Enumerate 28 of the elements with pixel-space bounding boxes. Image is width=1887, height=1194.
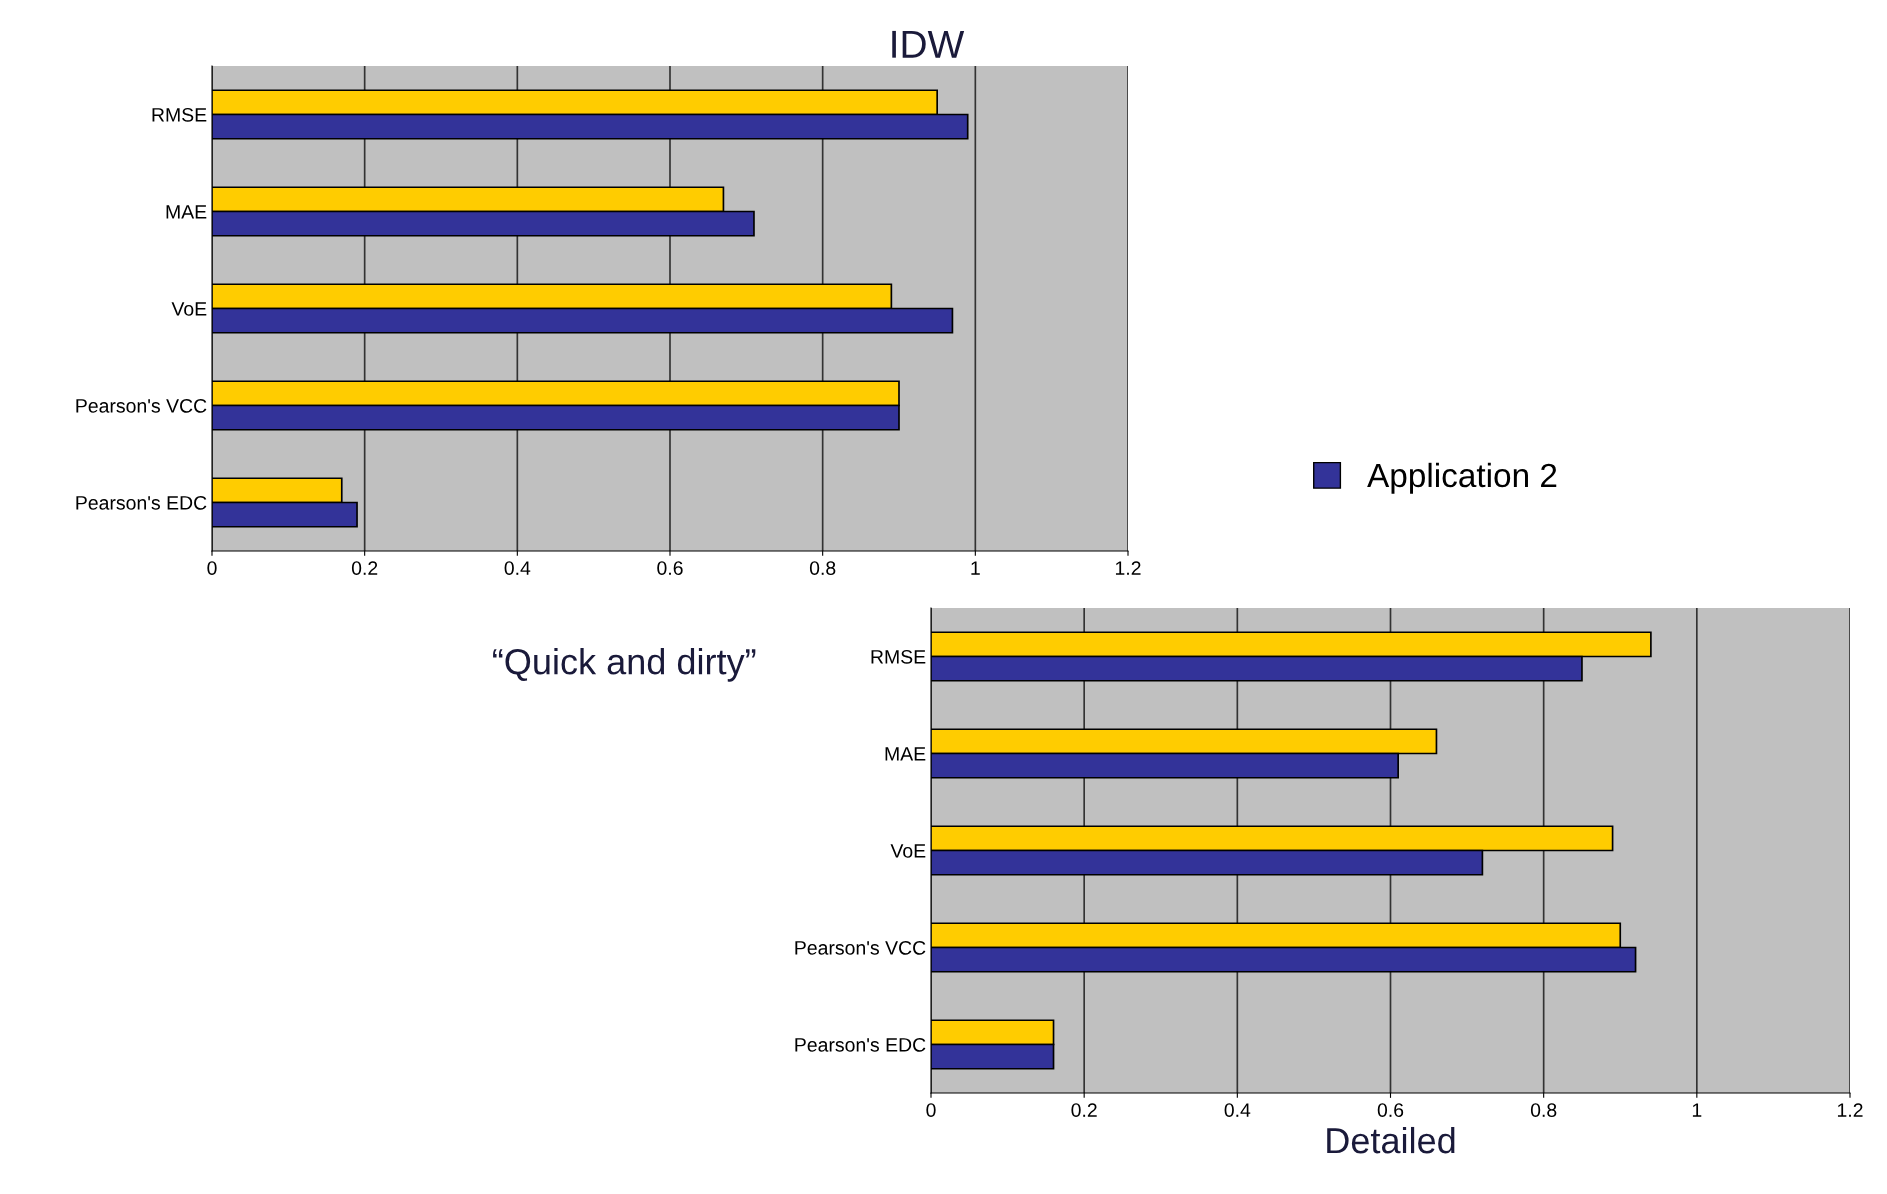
- x-axis-title: “Quick and dirty”: [493, 648, 756, 682]
- x-tick-label: 1.2: [1115, 561, 1141, 575]
- y-tick-label: Pearson's VCC: [795, 940, 926, 955]
- x-tick-label: 0.6: [657, 561, 683, 575]
- y-tick-label: Pearson's VCC: [76, 398, 207, 413]
- y-tick-label: VoE: [171, 302, 207, 316]
- x-tick-label: 0: [926, 1103, 936, 1117]
- y-tick-label: Pearson's EDC: [795, 1037, 926, 1052]
- x-tick-label: 0: [207, 561, 217, 575]
- x-tick-label: 0.4: [504, 561, 531, 575]
- x-tick-label: 1.2: [1837, 1103, 1863, 1117]
- y-tick-label: RMSE: [871, 649, 926, 664]
- chart-title: IDW: [892, 30, 965, 58]
- x-axis-title: Detailed: [1327, 1126, 1455, 1154]
- y-tick-label: RMSE: [152, 107, 207, 122]
- x-tick-label: 0.8: [1530, 1103, 1557, 1117]
- y-tick-label: VoE: [890, 844, 926, 858]
- x-tick-label: 1: [1692, 1103, 1702, 1117]
- y-tick-label: MAE: [885, 747, 926, 761]
- x-tick-label: 0.8: [809, 561, 836, 575]
- x-tick-label: 0.4: [1224, 1103, 1251, 1117]
- legend-label: Application 2: [1367, 462, 1557, 494]
- x-tick-label: 0.2: [351, 561, 378, 575]
- x-tick-label: 1: [971, 561, 980, 575]
- y-tick-label: MAE: [166, 205, 207, 219]
- x-tick-label: 0.6: [1377, 1103, 1404, 1117]
- x-tick-label: 0.2: [1071, 1103, 1097, 1117]
- y-tick-label: Pearson's EDC: [76, 495, 207, 510]
